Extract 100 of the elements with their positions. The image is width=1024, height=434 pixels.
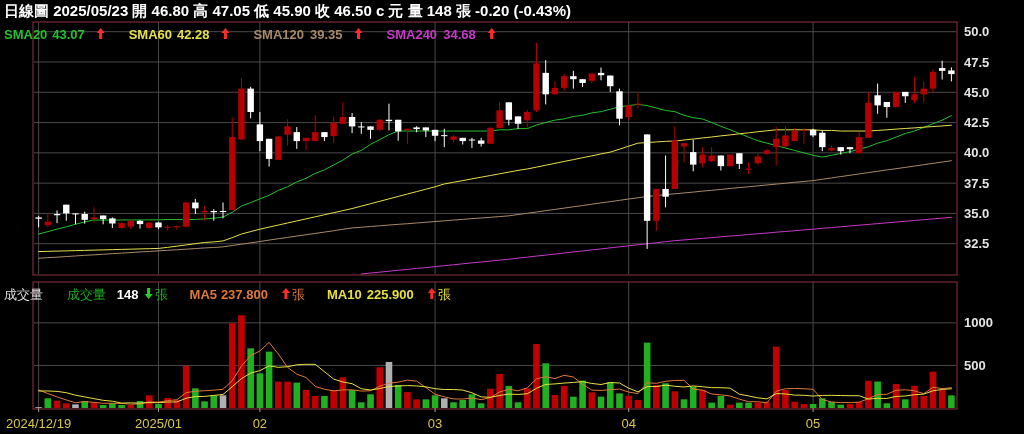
bar	[404, 392, 411, 408]
y-tick-label: 50.0	[964, 24, 990, 40]
candlestick	[496, 101, 503, 129]
candlestick	[284, 118, 291, 147]
annotation: 225.900	[366, 286, 414, 302]
bar	[736, 402, 743, 408]
bar	[560, 385, 568, 408]
x-tick-label: 05	[805, 416, 821, 431]
bar	[127, 405, 135, 408]
candlestick	[782, 125, 789, 148]
text: MA10	[326, 286, 362, 302]
line-series	[38, 103, 952, 235]
bar	[800, 404, 808, 408]
bar	[570, 396, 577, 408]
annotation: 34.68	[443, 26, 476, 42]
bar	[247, 348, 254, 408]
bar	[791, 401, 798, 408]
bar	[284, 381, 291, 408]
candlestick	[330, 116, 337, 144]
bar	[938, 389, 946, 408]
bar	[62, 403, 70, 408]
bar	[653, 385, 660, 408]
annotation: 237.800	[220, 286, 268, 302]
bar	[293, 382, 301, 408]
bar	[367, 394, 374, 408]
bar	[514, 402, 522, 408]
bar	[487, 388, 494, 408]
bar	[275, 381, 282, 408]
chart-title: 日線圖 2025/05/23 開 46.80 高 47.05 低 45.90 收 46.50 c 元 量 148 張 -0.20 (-0.43%)	[4, 2, 571, 19]
candlestick	[358, 121, 365, 135]
bar	[846, 404, 854, 408]
bar	[699, 389, 706, 408]
candlestick	[846, 146, 854, 154]
candlestick	[883, 101, 891, 119]
candlestick	[690, 139, 697, 172]
y-tick-label: 40.0	[964, 145, 990, 161]
candlestick	[911, 76, 918, 104]
bar	[228, 323, 236, 408]
y-tick-label: 37.5	[964, 175, 990, 191]
text: 張	[291, 286, 305, 302]
text: 張	[437, 286, 451, 302]
bar	[809, 404, 817, 408]
candlestick	[542, 59, 549, 105]
bar	[450, 402, 457, 408]
bar	[772, 346, 780, 408]
bar	[708, 402, 715, 408]
bar	[155, 404, 162, 408]
x-tick-label: 2025/01	[134, 416, 182, 431]
candlestick	[431, 129, 439, 142]
y-tick-label: 1000	[964, 315, 993, 331]
bar	[72, 404, 79, 408]
annotation: 43.07	[52, 26, 85, 42]
y-tick-label: 35.0	[964, 205, 990, 221]
bar	[431, 395, 439, 408]
candlestick	[929, 68, 937, 93]
bar	[542, 363, 550, 408]
bar	[302, 389, 310, 408]
candlestick	[219, 202, 227, 219]
annotation: 148	[116, 286, 139, 302]
bar	[358, 402, 365, 408]
bar	[44, 398, 52, 408]
line-series	[38, 124, 952, 253]
bar	[551, 394, 559, 408]
bar	[782, 389, 789, 408]
y-tick-label: 42.5	[964, 115, 990, 131]
x-tick-label: 04	[621, 416, 636, 431]
bar	[311, 396, 319, 408]
bar	[376, 367, 384, 408]
candlestick	[800, 127, 808, 145]
bar	[616, 393, 623, 408]
candlestick	[422, 126, 430, 138]
candlestick	[505, 101, 513, 126]
text: 成交量	[67, 286, 106, 302]
candlestick	[339, 101, 347, 125]
bar	[671, 391, 679, 408]
candlestick	[699, 146, 706, 168]
bar	[948, 395, 955, 408]
bar	[745, 402, 752, 408]
bar	[874, 381, 881, 408]
bar	[99, 405, 107, 408]
line-series	[38, 363, 952, 404]
bar	[210, 395, 218, 408]
bar	[865, 380, 872, 408]
line-series	[360, 216, 952, 275]
y-tick-label: 47.5	[964, 54, 990, 70]
chart-title: 成交量	[4, 286, 43, 302]
bar	[625, 395, 632, 408]
bar	[523, 388, 531, 408]
candlestick	[247, 86, 254, 119]
bar	[634, 400, 642, 408]
bar	[496, 373, 503, 408]
candlestick	[265, 138, 273, 168]
bar	[422, 399, 430, 408]
y-tick-label: 500	[964, 357, 986, 373]
text: SMA240	[386, 26, 438, 42]
candlestick	[819, 129, 826, 152]
bar	[680, 399, 688, 408]
bar	[606, 382, 614, 408]
bar	[837, 404, 845, 408]
candlestick	[293, 126, 300, 150]
